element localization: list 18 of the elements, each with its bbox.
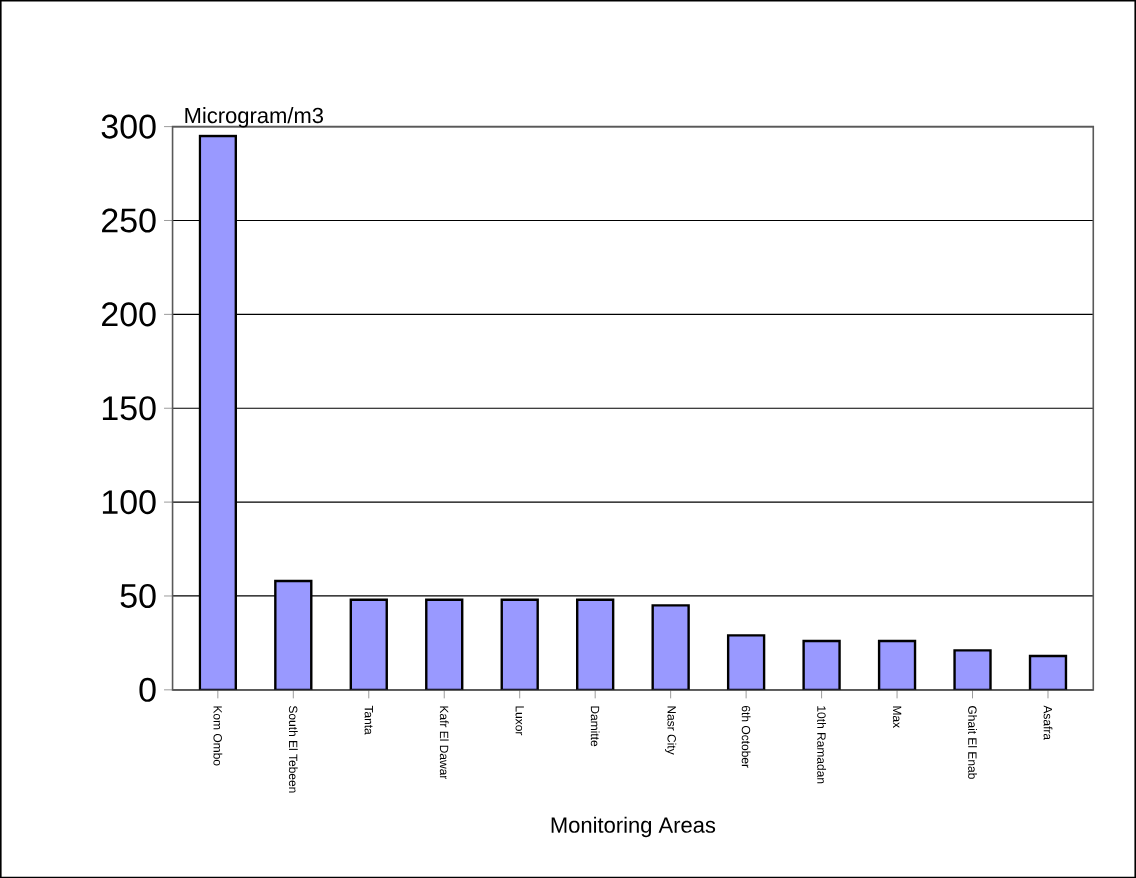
y-axis-title: Microgram/m3 — [185, 106, 323, 128]
y-tick-label: 50 — [120, 583, 156, 608]
bar — [576, 598, 615, 690]
bar — [1028, 654, 1068, 690]
bar — [349, 598, 388, 690]
bar — [425, 598, 464, 690]
y-tick-label: 100 — [102, 489, 156, 514]
y-tick-label: 0 — [139, 677, 156, 702]
bar — [877, 639, 917, 690]
x-axis-title: Monitoring Areas — [551, 816, 716, 837]
y-tick-label: 200 — [102, 302, 156, 327]
y-tick-label: 150 — [102, 396, 156, 421]
y-tick-label: 300 — [101, 114, 156, 139]
bar — [198, 134, 238, 690]
bar — [726, 634, 766, 690]
bar — [274, 579, 313, 690]
y-tick-label: 250 — [102, 208, 156, 233]
bar — [500, 598, 539, 690]
